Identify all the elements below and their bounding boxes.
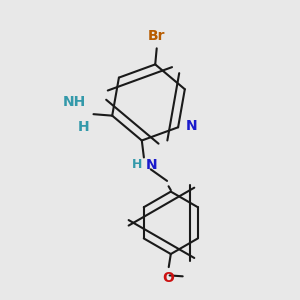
Text: NH: NH [63,95,86,109]
Text: N: N [146,158,157,172]
Text: O: O [162,271,174,285]
Text: N: N [186,119,197,133]
Text: H: H [131,158,142,171]
Text: Br: Br [148,29,166,43]
Text: H: H [78,120,89,134]
